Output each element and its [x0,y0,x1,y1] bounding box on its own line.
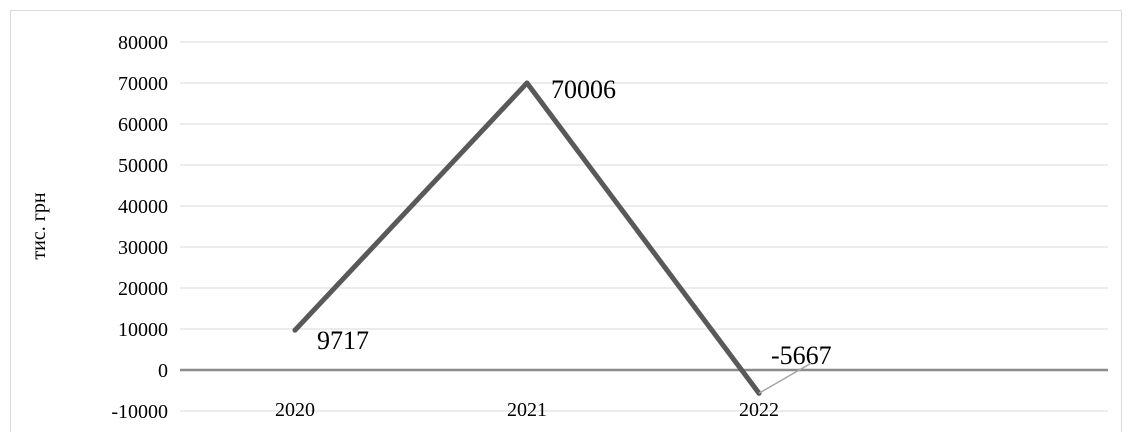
y-tick-label: -10000 [111,401,168,423]
data-labels: 9717 70006 -5667 [317,75,832,394]
x-tick-label: 2022 [739,399,779,421]
y-tick-label: 0 [158,360,168,382]
x-tick-label: 2021 [507,399,547,421]
y-tick-label: 20000 [118,278,168,300]
y-tick-label: 80000 [118,32,168,54]
x-tick-labels: 2020 2021 2022 [275,399,779,421]
series-lines [292,80,762,396]
chart-frame [10,10,1122,432]
data-point [292,327,298,333]
label-leader-line [758,362,812,394]
data-point [524,80,530,86]
x-tick-label: 2020 [275,399,315,421]
y-tick-label: 30000 [118,237,168,259]
data-label: 70006 [551,75,616,104]
y-tick-label: 60000 [118,114,168,136]
y-axis-label: тис. грн [28,192,50,260]
y-tick-label: 50000 [118,155,168,177]
y-tick-label: 10000 [118,319,168,341]
y-tick-label: 40000 [118,196,168,218]
data-label: -5667 [771,341,832,370]
y-tick-label: 70000 [118,73,168,95]
data-label: 9717 [317,326,369,355]
y-tick-labels: -10000 0 10000 20000 30000 40000 50000 60000 700… [111,32,168,423]
gridlines [180,41,1108,412]
